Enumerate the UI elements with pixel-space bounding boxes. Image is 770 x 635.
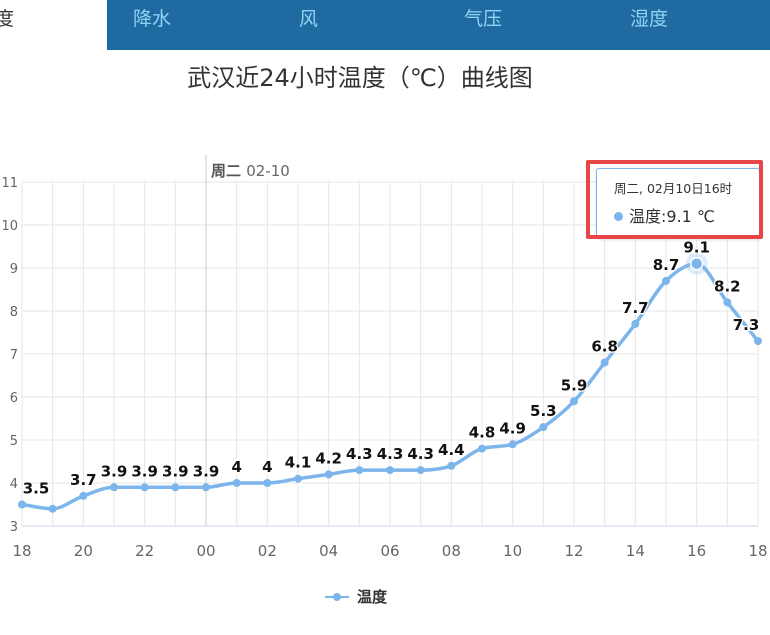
y-tick-label: 11 [1, 176, 18, 191]
data-point [539, 423, 548, 432]
data-label: 4.3 [407, 445, 434, 463]
data-label: 3.5 [23, 480, 50, 498]
date-band-date: 02-10 [246, 162, 290, 180]
data-point [324, 470, 333, 479]
data-point [754, 337, 762, 346]
y-tick-label: 4 [10, 477, 18, 492]
data-point [508, 440, 517, 449]
data-label: 7.3 [733, 316, 760, 334]
data-point [723, 298, 732, 307]
data-point [600, 358, 609, 367]
data-label: 3.9 [162, 462, 189, 480]
x-tick-label: 02 [258, 542, 277, 560]
date-band-label: 周二 02-10 [211, 162, 290, 180]
tab-pressure[interactable]: 气压 [464, 8, 503, 30]
chart-title: 武汉近24小时温度（℃）曲线图 [187, 64, 533, 92]
data-label: 3.9 [193, 462, 220, 480]
data-label: 3.7 [70, 471, 97, 489]
tab-temperature[interactable]: 度 [0, 0, 107, 50]
legend-label: 温度 [357, 588, 388, 606]
highlighted-data-point [689, 256, 704, 271]
data-point [294, 474, 302, 483]
data-label: 4.3 [346, 445, 373, 463]
tooltip-series-label: 温度 [629, 207, 662, 226]
x-tick-label: 18 [748, 542, 767, 560]
data-point [662, 276, 670, 285]
x-tick-label: 16 [687, 542, 706, 560]
data-point [631, 319, 640, 328]
data-point [18, 500, 26, 509]
data-point [355, 466, 364, 475]
y-tick-label: 3 [10, 520, 18, 535]
date-band-weekday: 周二 [211, 162, 246, 180]
data-point [110, 483, 118, 492]
x-tick-label: 20 [74, 542, 93, 560]
data-point [263, 479, 272, 487]
data-label: 4 [262, 458, 272, 476]
y-tick-label: 9 [10, 262, 18, 277]
data-point [232, 479, 241, 487]
data-label: 9.1 [683, 239, 710, 257]
data-label: 3.9 [101, 462, 128, 480]
tooltip-series-dot [614, 212, 623, 221]
x-tick-label: 14 [626, 542, 645, 560]
data-point [478, 444, 486, 453]
data-point [447, 461, 456, 470]
x-tick-label: 00 [196, 542, 215, 560]
tooltip-highlight-frame [586, 160, 763, 239]
tab-humidity[interactable]: 湿度 [630, 8, 669, 30]
data-point [171, 483, 180, 492]
x-tick-label: 22 [135, 542, 154, 560]
data-label: 4.4 [438, 441, 465, 459]
data-label: 3.9 [131, 462, 158, 480]
y-tick-label: 8 [10, 305, 18, 320]
data-label: 4.8 [469, 424, 496, 442]
data-point [48, 504, 57, 513]
x-tick-label: 04 [319, 542, 338, 560]
tooltip-value: 9.1 ℃ [666, 207, 715, 226]
data-label: 8.2 [714, 277, 741, 295]
tab-bar: 度 降水 风 气压 湿度 [0, 0, 770, 50]
x-tick-label: 18 [12, 542, 31, 560]
data-label: 7.7 [622, 299, 649, 317]
data-label: 4.3 [377, 445, 404, 463]
data-point [386, 466, 394, 475]
tab-wind[interactable]: 风 [299, 8, 319, 30]
data-point [79, 491, 88, 500]
data-label: 6.8 [591, 338, 618, 356]
data-label: 8.7 [653, 256, 680, 274]
data-point [416, 466, 425, 475]
data-point [570, 397, 578, 406]
data-label: 4.2 [315, 449, 342, 467]
data-label: 5.3 [530, 402, 557, 420]
legend-symbol-icon [325, 593, 349, 601]
tab-precipitation[interactable]: 降水 [133, 8, 172, 30]
x-tick-label: 12 [564, 542, 583, 560]
x-tick-label: 06 [380, 542, 399, 560]
tooltip: 周二, 02月10日16时 温度:9.1 ℃ [596, 168, 760, 238]
data-label: 4 [231, 458, 241, 476]
tooltip-header: 周二, 02月10日16时 [614, 181, 733, 196]
data-point [202, 483, 210, 492]
tooltip-value-row: 温度:9.1 ℃ [614, 203, 715, 227]
x-tick-label: 08 [442, 542, 461, 560]
x-tick-label: 10 [503, 542, 522, 560]
data-label: 5.9 [561, 376, 588, 394]
data-point [140, 483, 149, 492]
data-label: 4.1 [285, 454, 312, 472]
y-tick-label: 5 [10, 434, 18, 449]
y-tick-label: 6 [10, 391, 18, 406]
y-tick-label: 10 [1, 219, 18, 234]
y-tick-label: 7 [10, 348, 18, 363]
data-label: 4.9 [499, 419, 526, 437]
